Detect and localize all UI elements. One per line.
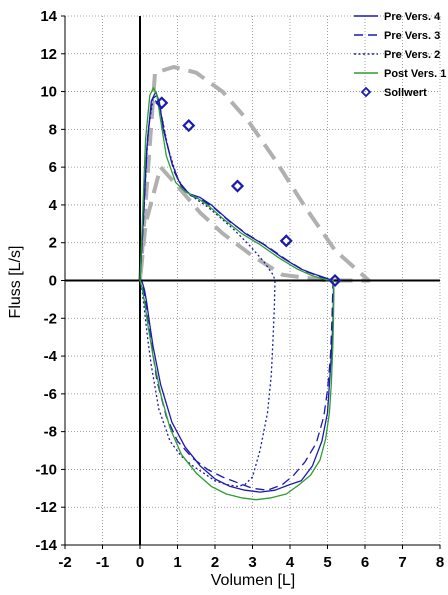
reference-area (138, 65, 371, 283)
y-tick-label: 14 (40, 8, 57, 25)
y-axis-label: Fluss [L/s] (7, 246, 24, 319)
y-tick-label: -8 (44, 424, 57, 441)
sollwert-marker (182, 119, 196, 133)
legend-label-2: Pre Vers. 3 (384, 30, 440, 42)
y-tick-label: 2 (49, 235, 57, 252)
y-tick-label: 8 (49, 121, 57, 138)
series-line-3 (139, 98, 276, 488)
x-axis-label: Volumen [L] (211, 572, 296, 589)
x-tick-label: 0 (136, 554, 144, 571)
legend-label-4: Post Vers. 1 (384, 68, 446, 80)
y-tick-label: 6 (49, 159, 57, 176)
x-tick-label: 7 (398, 554, 406, 571)
y-tick-label: -4 (44, 348, 58, 365)
y-tick-label: 10 (40, 84, 57, 101)
x-tick-label: 4 (286, 554, 295, 571)
legend-label-1: Pre Vers. 4 (384, 11, 441, 23)
x-tick-label: 6 (361, 554, 369, 571)
x-tick-label: 2 (211, 554, 219, 571)
sollwert-marker (328, 273, 342, 288)
y-tick-label: -12 (35, 499, 57, 516)
series-line-2 (139, 94, 334, 491)
x-tick-label: 1 (173, 554, 181, 571)
series-line-4 (139, 87, 335, 501)
x-tick-label: 5 (323, 554, 331, 571)
sollwert-marker (230, 179, 245, 193)
legend-label-sollwert: Sollwert (384, 87, 427, 99)
tick-labels: -2 -1 0 1 2 3 4 5 6 7 8-14-12-10-8-6-4-20246810121… (35, 8, 444, 571)
y-tick-label: 12 (40, 46, 57, 63)
y-tick-label: -10 (35, 461, 57, 478)
y-tick-label: 4 (49, 197, 58, 214)
series-group (139, 87, 335, 501)
x-tick-label: 8 (436, 554, 444, 571)
y-tick-label: -6 (44, 386, 57, 403)
legend-label-3: Pre Vers. 2 (384, 49, 440, 61)
y-tick-label: 0 (49, 273, 57, 290)
sollwert-marker (155, 96, 169, 110)
sollwert-marker (279, 234, 293, 248)
x-tick-label: -1 (96, 554, 109, 571)
sollwert-markers (155, 96, 342, 288)
legend-marker-sollwert (360, 86, 372, 98)
x-tick-label: -2 (58, 554, 71, 571)
reference-area-line (138, 65, 371, 283)
legend: Pre Vers. 4 Pre Vers. 3 Pre Vers. 2 Post Ve… (354, 11, 446, 99)
x-tick-label: 3 (248, 554, 256, 571)
y-tick-label: -2 (44, 310, 57, 327)
y-tick-label: -14 (35, 537, 57, 554)
